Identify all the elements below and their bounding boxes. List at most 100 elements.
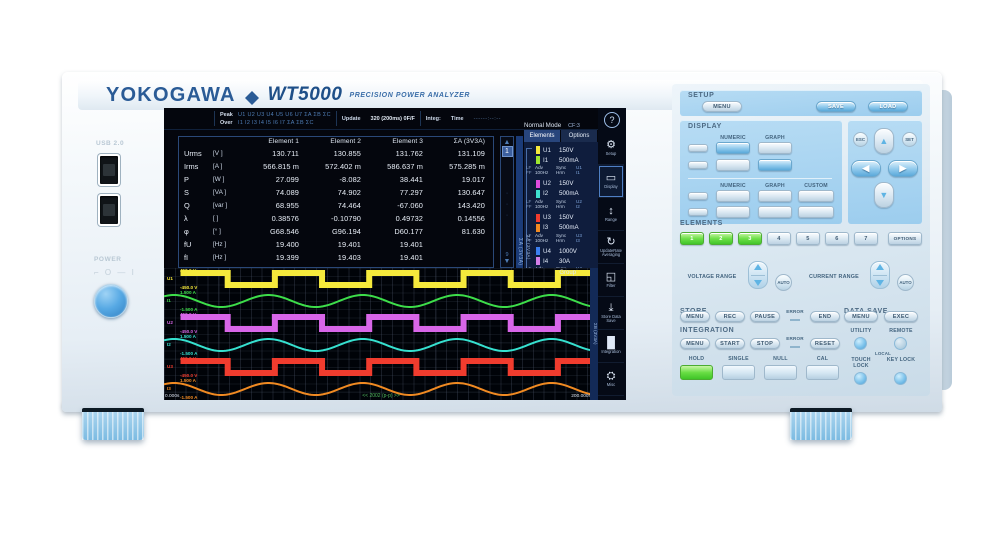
display-indicator-3[interactable] <box>688 192 708 200</box>
measurement-table[interactable]: Element 1 Element 2 Element 3 ΣA (3V3A) … <box>178 136 494 268</box>
element-button-3[interactable]: 3 <box>738 232 762 245</box>
nav-right-button[interactable]: ▶ <box>888 160 918 177</box>
nav-down-button[interactable]: ▼ <box>874 182 894 208</box>
tab-elements[interactable]: Elements <box>524 130 561 142</box>
page-down-icon[interactable]: ▼ <box>503 258 511 265</box>
display-custom-button-2[interactable] <box>798 206 834 218</box>
data-save-exec-button[interactable]: EXEC <box>884 311 918 322</box>
power-button[interactable] <box>94 284 128 318</box>
display-custom-button[interactable] <box>798 190 834 202</box>
row-value-3: 0.49732 <box>395 214 423 223</box>
display-indicator-4[interactable] <box>688 208 708 216</box>
display-indicator-2[interactable] <box>688 161 708 169</box>
page-last[interactable]: 9 <box>505 252 509 258</box>
element-button-4[interactable]: 4 <box>767 232 791 245</box>
element-button-5[interactable]: 5 <box>796 232 820 245</box>
store-menu-button[interactable]: MENU <box>680 311 710 322</box>
display-graph-button-2[interactable] <box>758 159 792 171</box>
esc-button[interactable]: ESC <box>853 132 868 147</box>
data-save-menu-button[interactable]: MENU <box>844 311 878 322</box>
usb-port-1[interactable] <box>98 154 120 186</box>
lcd-screen[interactable]: Peak U1 U2 U3 U4 U5 U6 U7 ΣA ΣB ΣC Over … <box>164 108 626 400</box>
set-button[interactable]: SET <box>902 132 917 147</box>
element-voltage-row[interactable]: U1 150V <box>524 145 598 155</box>
filter-icon[interactable]: ◱ Filter <box>598 264 624 297</box>
element-current-row[interactable]: I2 500mA <box>524 189 598 199</box>
element-button-2[interactable]: 2 <box>709 232 733 245</box>
integration-reset-button[interactable]: RESET <box>810 338 840 349</box>
element-group-2[interactable]: U2 150V I2 500mA LF Adv Sync U2 FF 100Hz Hrm I2 <box>524 178 598 212</box>
element-button-6[interactable]: 6 <box>825 232 849 245</box>
cal-button[interactable] <box>806 365 839 380</box>
nav-up-button[interactable]: ▲ <box>874 128 894 154</box>
element-current-row[interactable]: I1 500mA <box>524 155 598 165</box>
status-strip: Peak U1 U2 U3 U4 U5 U6 U7 ΣA ΣB ΣC Over … <box>164 108 626 130</box>
element-group-3[interactable]: U3 150V I3 500mA LF Adv Sync U3 FF 100Hz Hrm I3 <box>524 212 598 246</box>
key-lock-button[interactable] <box>894 372 907 385</box>
table-row[interactable]: φ [° ] G68.546 G96.194 D60.177 81.630 <box>179 225 493 238</box>
table-row[interactable]: fU [Hz ] 19.400 19.401 19.401 <box>179 238 493 251</box>
store-pause-button[interactable]: PAUSE <box>750 311 780 322</box>
store-rec-button[interactable]: REC <box>715 311 745 322</box>
table-row[interactable]: Q [var ] 68.955 74.464 -67.060 143.420 <box>179 199 493 212</box>
voltage-range-knob[interactable] <box>748 261 768 289</box>
misc-icon[interactable]: ⛭ Misc <box>598 363 624 396</box>
element-voltage-row[interactable]: U4 1000V <box>524 246 598 256</box>
setup-save-button[interactable]: SAVE <box>816 101 856 112</box>
usb-port-2[interactable] <box>98 194 120 226</box>
element-voltage-row[interactable]: U3 150V <box>524 213 598 223</box>
setup-menu-button[interactable]: MENU <box>702 101 742 112</box>
tab-options[interactable]: Options <box>561 130 598 142</box>
range-icon[interactable]: ↕ Range <box>598 198 624 231</box>
gear-icon[interactable]: ⚙ Setup <box>598 132 624 165</box>
integration-stop-button[interactable]: STOP <box>750 338 780 349</box>
voltage-auto-button[interactable]: AUTO <box>775 274 792 291</box>
page-current[interactable]: 1 <box>501 146 513 157</box>
integration-start-button[interactable]: START <box>715 338 745 349</box>
current-auto-button[interactable]: AUTO <box>897 274 914 291</box>
element-button-1[interactable]: 1 <box>680 232 704 245</box>
remote-button[interactable] <box>894 337 907 350</box>
setup-load-button[interactable]: LOAD <box>868 101 908 112</box>
elements-options-button[interactable]: OPTIONS <box>888 232 922 245</box>
current-range-knob[interactable] <box>870 261 890 289</box>
page-up-icon[interactable]: ▲ <box>503 139 511 146</box>
help-icon[interactable]: ? <box>604 112 620 128</box>
element-tabs: Elements Options <box>524 130 598 142</box>
table-row[interactable]: Irms [A ] 566.815 m 572.402 m 586.637 m 575.2… <box>179 160 493 173</box>
table-row[interactable]: λ [ ] 0.38576 -0.10790 0.49732 0.14556 <box>179 212 493 225</box>
display-indicator-1[interactable] <box>688 144 708 152</box>
utility-button[interactable] <box>854 337 867 350</box>
display-icon[interactable]: ▭ Display <box>598 165 624 198</box>
display-graph-button-4[interactable] <box>758 206 792 218</box>
touch-lock-button[interactable] <box>854 372 867 385</box>
element-button-7[interactable]: 7 <box>854 232 878 245</box>
display-numeric-button-3[interactable] <box>716 190 750 202</box>
display-numeric-button-4[interactable] <box>716 206 750 218</box>
table-row[interactable]: P [W ] 27.099 -8.082 38.441 19.017 <box>179 173 493 186</box>
display-numeric-button-2[interactable] <box>716 159 750 171</box>
display-graph-button-3[interactable] <box>758 190 792 202</box>
element-voltage-row[interactable]: U2 150V <box>524 179 598 189</box>
store-end-button[interactable]: END <box>810 311 840 322</box>
hold-button[interactable] <box>680 365 713 380</box>
integration-menu-button[interactable]: MENU <box>680 338 710 349</box>
store-icon[interactable]: ⤓ Store Data Save <box>598 297 624 330</box>
element-filter-row-2: FF 100Hz Hrm I1 <box>526 170 580 176</box>
element-group-1[interactable]: U1 150V I1 500mA LF Adv Sync U1 FF 100Hz Hrm I1 <box>524 144 598 178</box>
element-current-row[interactable]: I3 500mA <box>524 223 598 233</box>
page-selector[interactable]: ▲ 1 · · · 9 ▼ <box>500 136 514 268</box>
nav-left-button[interactable]: ◀ <box>851 160 881 177</box>
single-button[interactable] <box>722 365 755 380</box>
table-row[interactable]: S [VA ] 74.089 74.902 77.297 130.647 <box>179 186 493 199</box>
display-graph-button-1[interactable] <box>758 142 792 154</box>
element-current-row[interactable]: I4 30A <box>524 256 598 266</box>
integration-icon[interactable]: █ Integration <box>598 330 624 363</box>
icon-sidebar[interactable]: ? ⚙ Setup ▭ Display ↕ Range ↻ UpdateRate Averag… <box>598 108 626 400</box>
table-row[interactable]: Urms [V ] 130.711 130.855 131.762 131.109 <box>179 147 493 160</box>
refresh-icon[interactable]: ↻ UpdateRate Averaging <box>598 231 624 264</box>
null-button[interactable] <box>764 365 797 380</box>
table-row[interactable]: fI [Hz ] 19.399 19.403 19.401 <box>179 251 493 264</box>
display-numeric-button-1[interactable] <box>716 142 750 154</box>
waveform-display[interactable]: 1.500 A -1.500 A I3 450.0 V -450.0 V U3 1.500 … <box>164 268 598 400</box>
